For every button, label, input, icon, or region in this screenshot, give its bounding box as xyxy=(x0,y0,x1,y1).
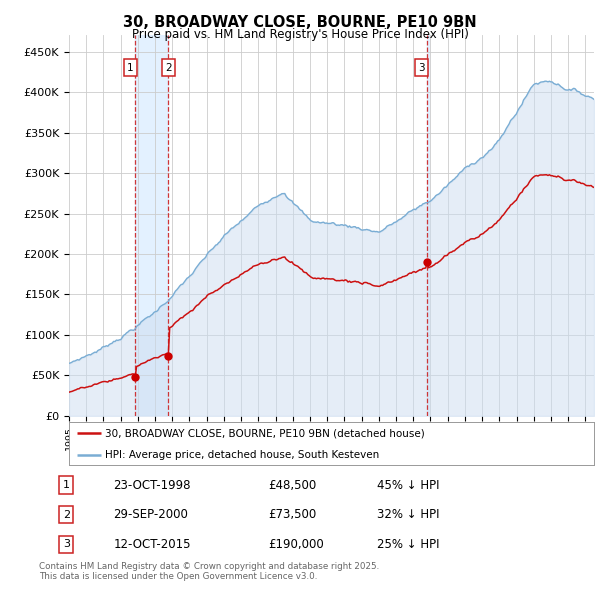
Text: HPI: Average price, detached house, South Kesteven: HPI: Average price, detached house, Sout… xyxy=(105,450,379,460)
Text: 30, BROADWAY CLOSE, BOURNE, PE10 9BN: 30, BROADWAY CLOSE, BOURNE, PE10 9BN xyxy=(123,15,477,30)
Text: Price paid vs. HM Land Registry's House Price Index (HPI): Price paid vs. HM Land Registry's House … xyxy=(131,28,469,41)
Text: 3: 3 xyxy=(418,63,425,73)
Text: 2: 2 xyxy=(62,510,70,520)
Text: 12-OCT-2015: 12-OCT-2015 xyxy=(113,538,191,551)
Text: 29-SEP-2000: 29-SEP-2000 xyxy=(113,508,188,521)
Bar xyxy=(134,35,168,416)
Text: 32% ↓ HPI: 32% ↓ HPI xyxy=(377,508,439,521)
Text: 25% ↓ HPI: 25% ↓ HPI xyxy=(377,538,439,551)
Text: 23-OCT-1998: 23-OCT-1998 xyxy=(113,478,191,491)
Text: 1: 1 xyxy=(63,480,70,490)
Text: 45% ↓ HPI: 45% ↓ HPI xyxy=(377,478,439,491)
Text: 2: 2 xyxy=(166,63,172,73)
Text: £48,500: £48,500 xyxy=(268,478,316,491)
Text: 1: 1 xyxy=(127,63,134,73)
Text: 30, BROADWAY CLOSE, BOURNE, PE10 9BN (detached house): 30, BROADWAY CLOSE, BOURNE, PE10 9BN (de… xyxy=(105,428,424,438)
Text: 3: 3 xyxy=(63,539,70,549)
Bar xyxy=(427,35,430,416)
Text: Contains HM Land Registry data © Crown copyright and database right 2025.
This d: Contains HM Land Registry data © Crown c… xyxy=(39,562,379,581)
Text: £190,000: £190,000 xyxy=(268,538,324,551)
Text: £73,500: £73,500 xyxy=(268,508,316,521)
